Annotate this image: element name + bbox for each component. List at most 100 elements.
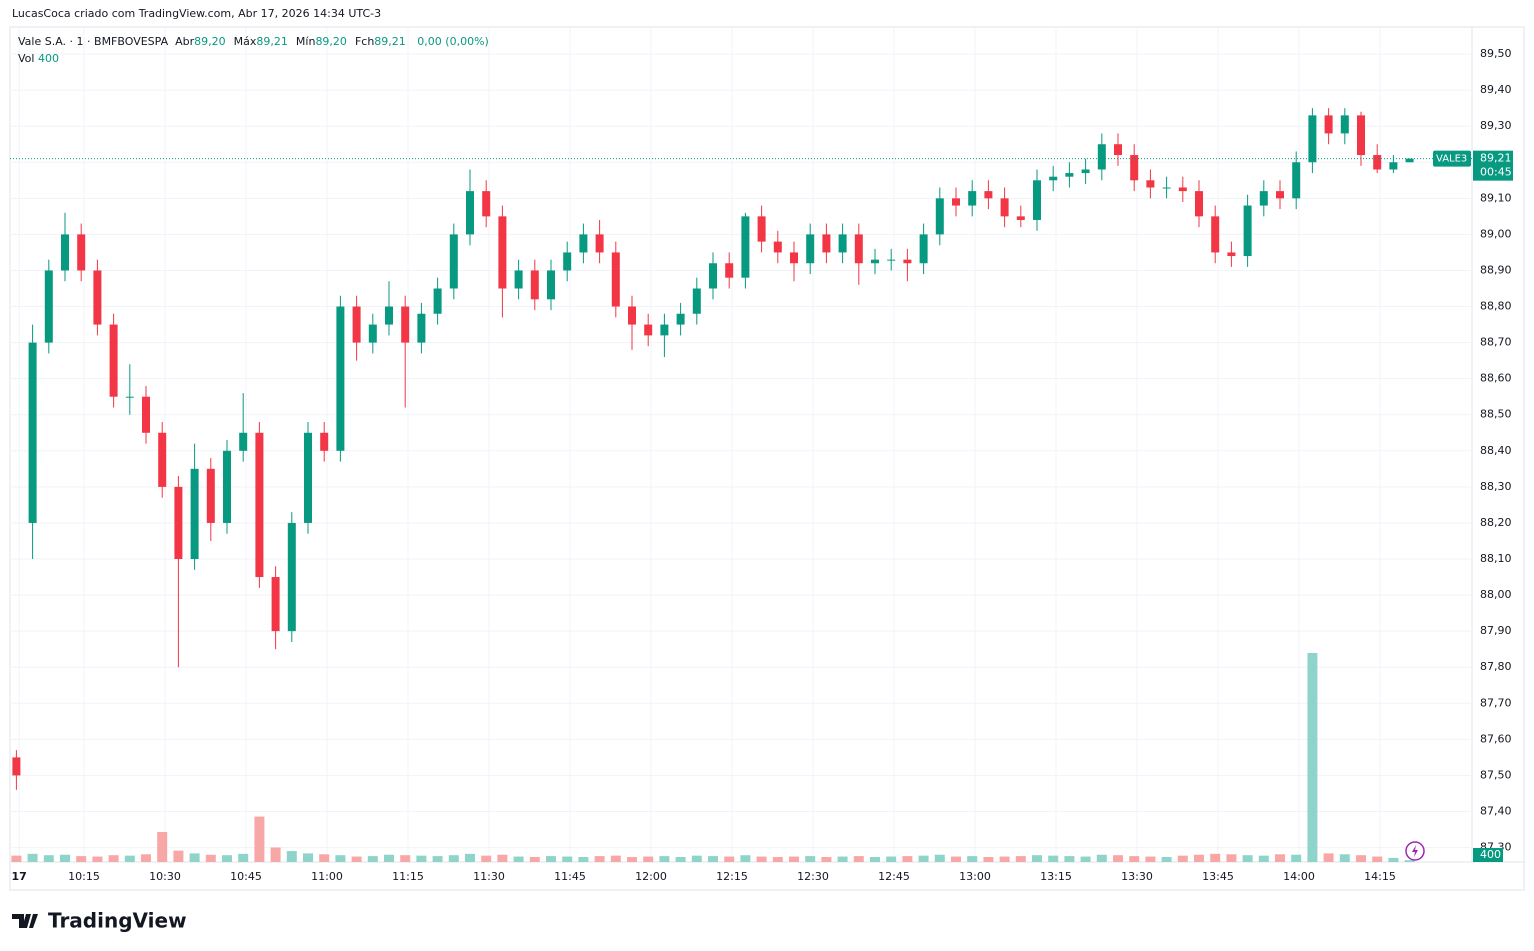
volume-bar bbox=[529, 857, 540, 862]
volume-tag-label: 400 bbox=[1480, 848, 1501, 861]
x-tick-label: 17 bbox=[12, 870, 27, 883]
volume-bar bbox=[1064, 856, 1075, 862]
candle-body bbox=[1000, 198, 1009, 217]
volume-bar bbox=[1194, 854, 1204, 862]
volume-tag bbox=[1473, 848, 1503, 862]
candle-body bbox=[466, 191, 474, 235]
candle-body bbox=[352, 306, 361, 343]
candle-body bbox=[595, 234, 604, 253]
x-tick-label: 11:30 bbox=[473, 870, 505, 883]
y-tick-label: 87,90 bbox=[1480, 624, 1512, 637]
candle-body bbox=[741, 216, 750, 278]
volume-bar bbox=[157, 832, 168, 862]
candles bbox=[12, 108, 1414, 790]
volume-bar bbox=[465, 853, 475, 862]
x-tick-label: 14:00 bbox=[1283, 870, 1315, 883]
legend-value: 89,21 bbox=[256, 35, 288, 48]
volume-bar bbox=[870, 857, 880, 862]
volume-bar bbox=[1048, 855, 1059, 862]
volume-bar bbox=[448, 855, 459, 862]
volume-bar bbox=[351, 856, 362, 862]
candle-body bbox=[1405, 158, 1414, 163]
candle-body bbox=[125, 396, 134, 398]
volume-bar bbox=[805, 856, 816, 862]
candle-body bbox=[287, 522, 296, 632]
volume-bar bbox=[11, 855, 22, 862]
volume-bar bbox=[789, 856, 799, 862]
candle-body bbox=[757, 216, 766, 242]
candle-body bbox=[1146, 180, 1155, 188]
ohlc-legend: Abr89,20 Máx89,21 Mín89,20 Fch89,21 bbox=[175, 35, 414, 48]
legend-value: 89,20 bbox=[194, 35, 226, 48]
candle-body bbox=[628, 306, 636, 325]
volume-bar bbox=[578, 857, 589, 862]
candle-body bbox=[93, 270, 102, 325]
candle-body bbox=[806, 234, 815, 264]
volume-bar bbox=[1096, 854, 1107, 862]
x-tick-label: 13:15 bbox=[1040, 870, 1072, 883]
volume-bar bbox=[675, 857, 686, 862]
x-tick-label: 13:00 bbox=[959, 870, 991, 883]
volume-bar bbox=[853, 856, 864, 862]
candle-body bbox=[984, 191, 993, 199]
volume-bar bbox=[416, 855, 427, 862]
caption: LucasCoca criado com TradingView.com, Ab… bbox=[12, 7, 381, 20]
volume-bar bbox=[756, 856, 767, 862]
volume-bar bbox=[546, 856, 556, 862]
candle-body bbox=[77, 234, 86, 271]
x-tick-label: 10:30 bbox=[149, 870, 181, 883]
candle-body bbox=[1195, 191, 1203, 217]
x-tick-label: 12:45 bbox=[878, 870, 910, 883]
volume-bar bbox=[222, 855, 232, 862]
volume-bar bbox=[513, 856, 524, 862]
y-tick-label: 87,70 bbox=[1480, 696, 1512, 709]
candle-body bbox=[336, 306, 345, 451]
candle-body bbox=[854, 234, 863, 264]
volume-bar bbox=[124, 855, 135, 862]
candle-body bbox=[271, 577, 280, 632]
candle-body bbox=[611, 252, 620, 307]
volume-bar bbox=[934, 854, 945, 862]
volume-bar bbox=[983, 857, 994, 862]
grid bbox=[10, 27, 1472, 862]
y-tick-label: 87,60 bbox=[1480, 732, 1512, 745]
x-tick-label: 14:15 bbox=[1364, 870, 1396, 883]
candle-body bbox=[1049, 176, 1058, 181]
volume-bar bbox=[1177, 855, 1188, 862]
volume-bar bbox=[1388, 857, 1399, 862]
candle-body bbox=[449, 234, 458, 289]
volume-bar bbox=[400, 855, 411, 862]
volume-bar bbox=[610, 855, 621, 862]
candle-body bbox=[158, 432, 167, 487]
volume-bar bbox=[238, 853, 249, 862]
volume-bar bbox=[1356, 855, 1366, 862]
candle-body bbox=[385, 306, 393, 325]
change: 0,00 (0,00%) bbox=[417, 35, 489, 48]
candle-body bbox=[514, 270, 523, 289]
volume-bar bbox=[951, 856, 961, 862]
y-tick-label: 88,00 bbox=[1480, 588, 1512, 601]
candle-body bbox=[255, 432, 264, 578]
volume-bar bbox=[1032, 855, 1042, 862]
candle-body bbox=[1016, 216, 1025, 220]
candle-body bbox=[579, 234, 588, 253]
volume-bar bbox=[562, 856, 573, 862]
volume-value: 400 bbox=[37, 52, 59, 65]
legend-value: 89,21 bbox=[374, 35, 406, 48]
candle-body bbox=[1292, 162, 1301, 199]
volume-bar bbox=[1242, 855, 1253, 862]
candle-body bbox=[871, 259, 879, 264]
candle-body bbox=[109, 324, 118, 397]
volume-bar bbox=[837, 856, 848, 862]
candle-body bbox=[12, 757, 21, 776]
candle-body bbox=[223, 450, 231, 523]
volume-bar bbox=[173, 850, 184, 862]
candle-body bbox=[190, 468, 199, 560]
volume-bar bbox=[691, 855, 702, 862]
candle-body bbox=[401, 306, 410, 343]
x-tick-label: 12:00 bbox=[635, 870, 667, 883]
x-tick-label: 13:30 bbox=[1121, 870, 1153, 883]
volume-bar bbox=[724, 856, 735, 862]
volume-bar bbox=[1339, 854, 1350, 862]
